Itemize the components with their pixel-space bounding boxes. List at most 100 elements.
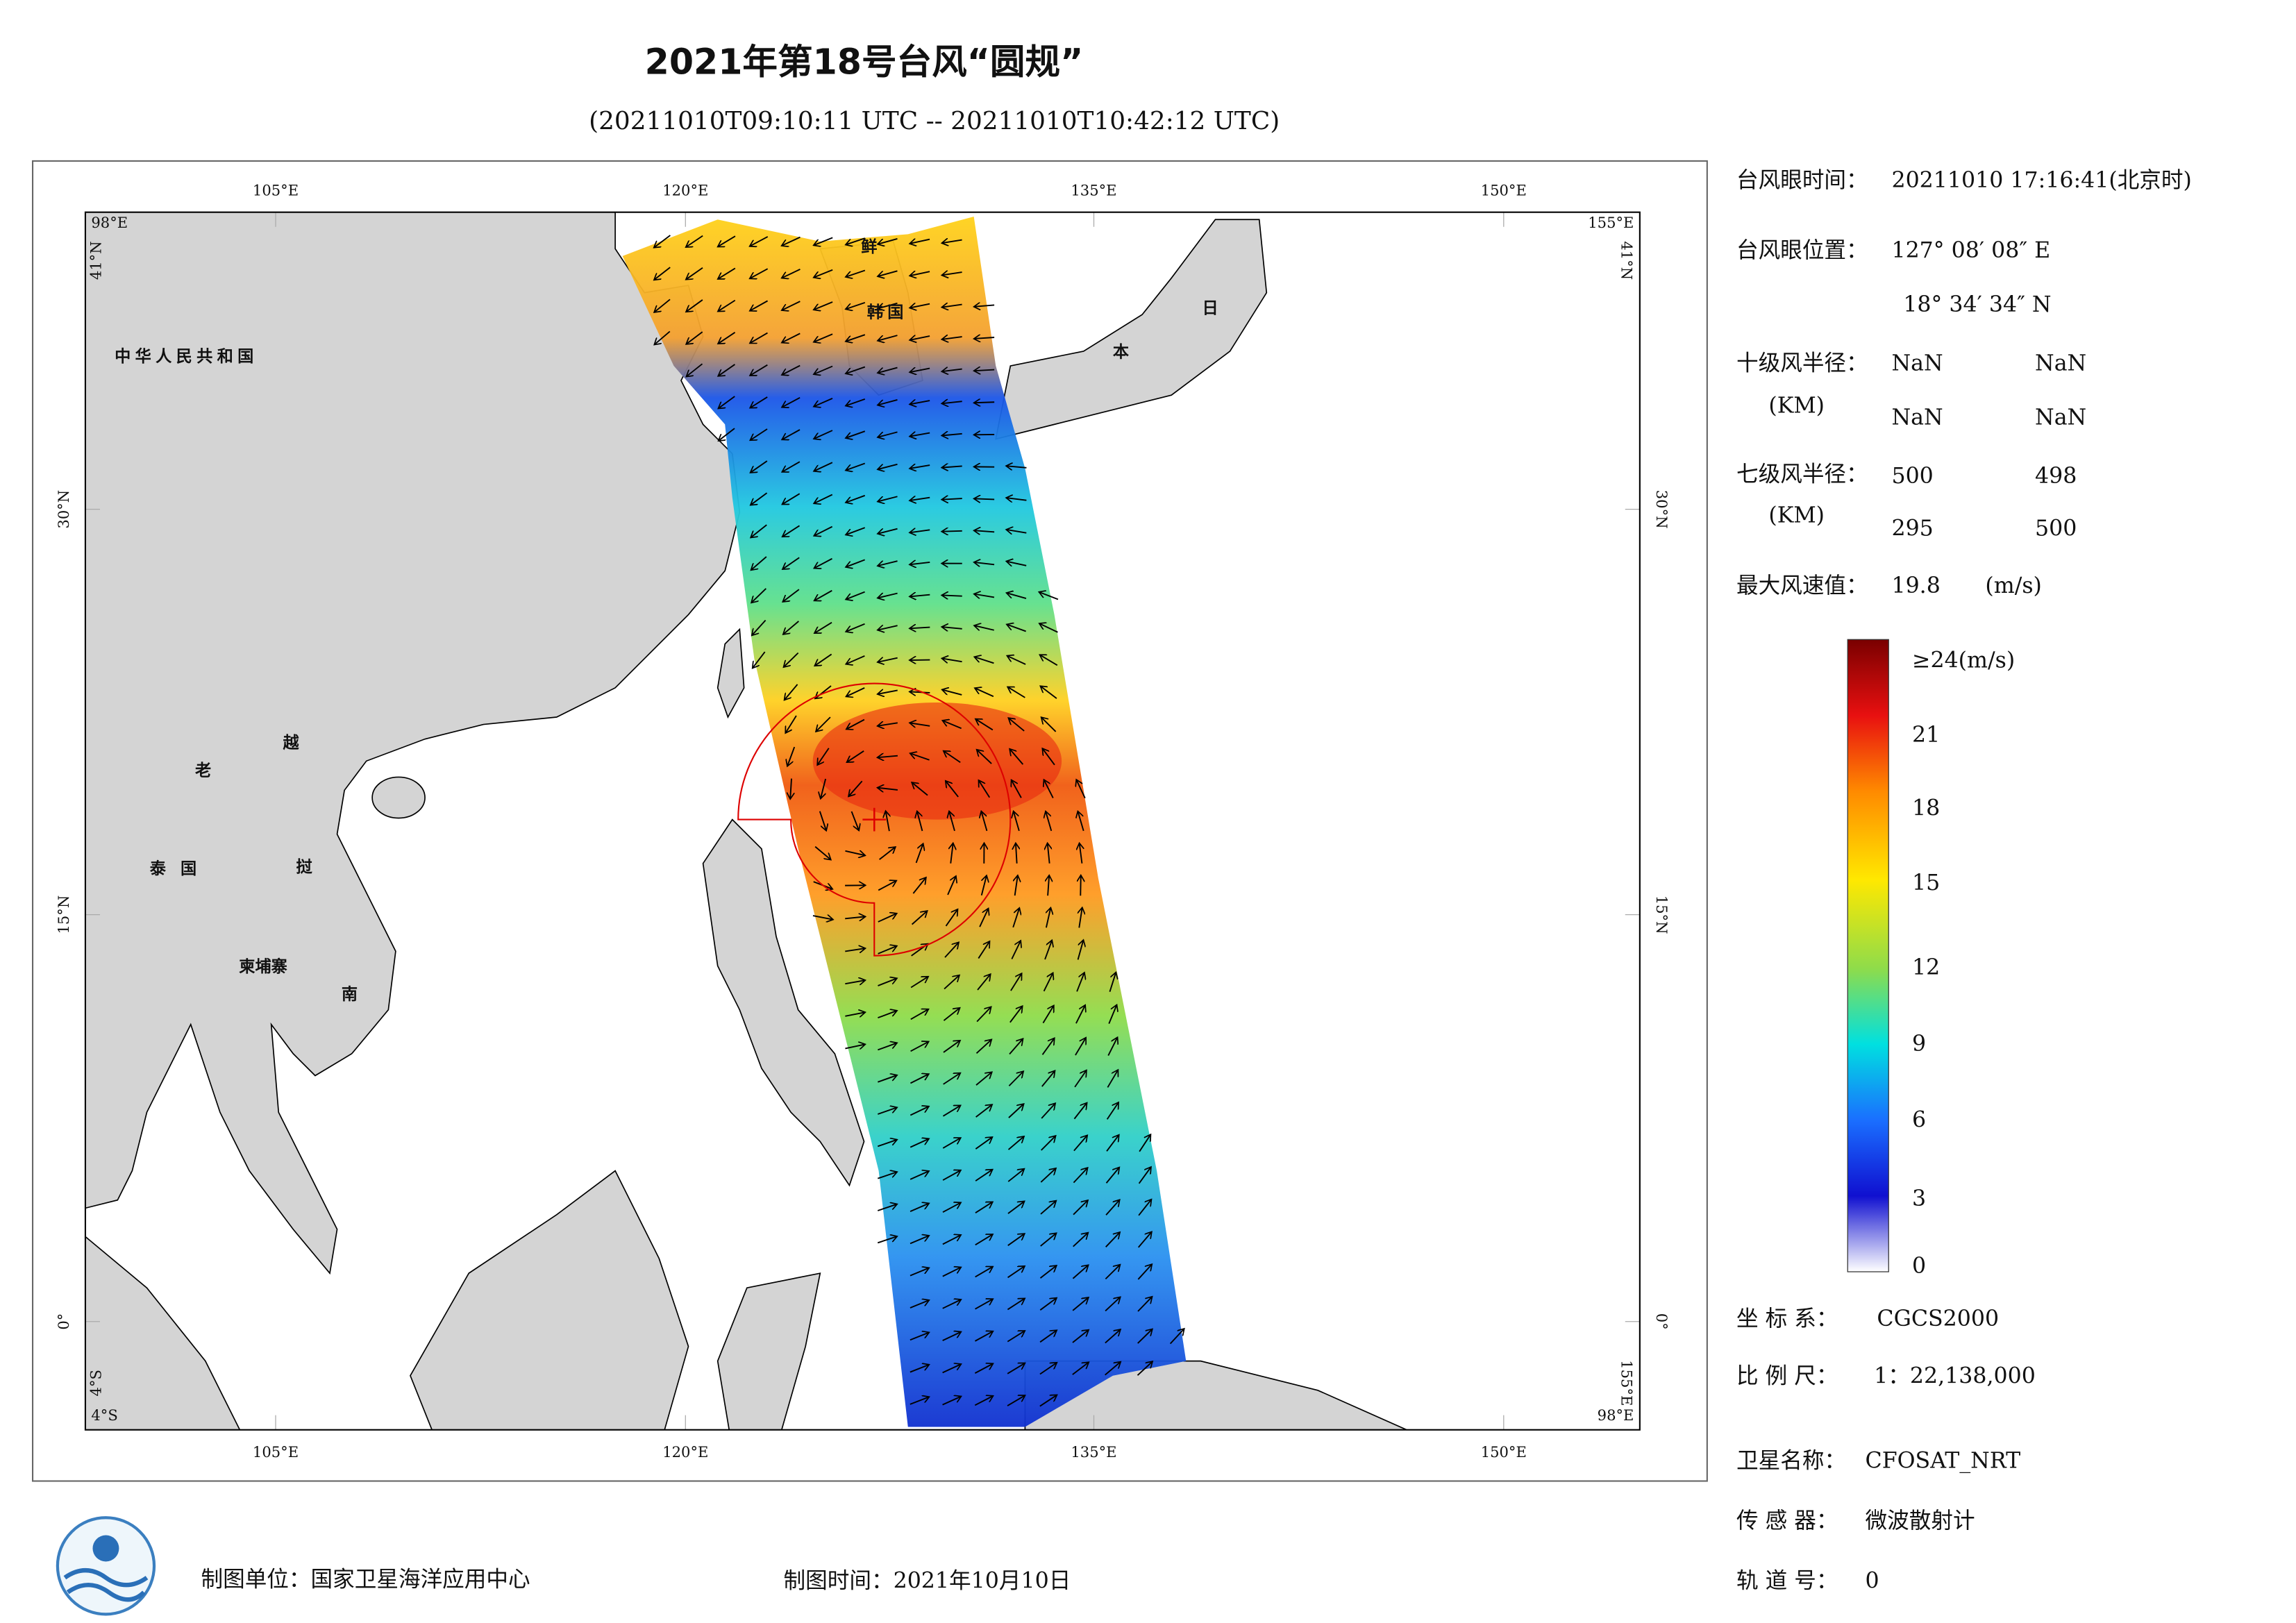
wind-arrow — [750, 396, 768, 408]
wind-arrow — [945, 909, 958, 927]
wind-arrow — [974, 1331, 993, 1342]
wind-swath — [622, 217, 1187, 1427]
producer: 制图单位：国家卫星海洋应用中心 — [201, 1567, 530, 1592]
island — [371, 776, 426, 819]
wind-arrow — [942, 1138, 961, 1149]
wind-arrow — [1073, 1200, 1088, 1216]
wind-arrow — [814, 397, 833, 407]
wind-arrow — [943, 1041, 960, 1053]
wind-arrow — [1137, 1231, 1152, 1248]
corner-label: 41°N — [87, 241, 104, 280]
place-label: 中华人民共和国 — [115, 347, 258, 366]
wind-arrow — [978, 780, 991, 798]
wind-arrow — [941, 272, 962, 275]
lon-label: 135°E — [1071, 1443, 1116, 1461]
wind-arrow — [1041, 1070, 1055, 1087]
wind-arrow — [878, 625, 898, 630]
wind-arrow — [1076, 973, 1084, 992]
wind-arrow — [974, 625, 994, 630]
wind-arrow — [750, 268, 769, 278]
wind-arrow — [912, 782, 928, 796]
wind-arrow — [878, 335, 898, 341]
wind-arrow — [1006, 498, 1027, 501]
info-label: 传 感 器： — [1736, 1508, 1838, 1533]
wind-arrow — [1040, 1168, 1056, 1183]
wind-arrow — [974, 530, 995, 532]
info-label: 卫星名称： — [1736, 1449, 1846, 1474]
wind-arrow — [974, 337, 995, 339]
wind-arrow — [910, 369, 930, 373]
wind-arrow — [878, 1075, 897, 1083]
logo-waves — [63, 1568, 149, 1602]
wind-arrow — [910, 1203, 929, 1212]
wind-arrow — [975, 1234, 993, 1246]
wind-arrow — [819, 811, 826, 831]
info-value: 498 — [2035, 464, 2077, 489]
wind-arrow — [846, 687, 865, 697]
wind-arrow — [1046, 907, 1050, 928]
wind-arrow — [944, 942, 959, 958]
wind-arrow — [878, 238, 898, 244]
wind-arrow — [1039, 655, 1058, 666]
wind-arrow — [1077, 940, 1084, 960]
wind-arrow — [782, 396, 801, 407]
wind-arrow — [878, 528, 898, 534]
wind-arrow — [814, 494, 833, 503]
wind-arrow — [1073, 1135, 1087, 1152]
wind-arrow — [782, 364, 801, 375]
lon-label: 135°E — [1071, 182, 1116, 199]
wind-arrow — [979, 908, 989, 927]
wind-arrow — [878, 367, 898, 373]
wind-arrow — [846, 334, 866, 342]
info-value: CFOSAT_NRT — [1866, 1449, 2021, 1474]
wind-arrow — [1108, 1004, 1116, 1024]
wind-arrow — [975, 1170, 993, 1181]
wind-arrow — [1016, 843, 1017, 864]
info-value: 0 — [1866, 1568, 1879, 1593]
wind-arrow — [910, 1236, 929, 1245]
wind-arrow — [846, 301, 866, 310]
lon-label: 105°E — [253, 1443, 299, 1461]
wind-arrow — [817, 748, 830, 765]
island — [85, 1236, 241, 1430]
wind-radius — [737, 682, 1012, 957]
wind-arrow — [941, 498, 962, 500]
wind-arrow — [910, 1138, 929, 1148]
wind-arrow — [1072, 1265, 1088, 1279]
wind-arrow — [910, 691, 930, 692]
wind-arrow — [878, 914, 897, 923]
wind-arrow — [750, 364, 768, 376]
place-label: 韩国 — [867, 303, 908, 322]
colorbar-labels: ≥24(m/s) 21 18 15 12 9 6 3 0 — [1912, 648, 2015, 1279]
wind-arrow — [1078, 812, 1084, 832]
wind-arrow — [942, 1235, 961, 1245]
info-value: 500 — [1891, 464, 1933, 489]
wind-arrow — [942, 689, 962, 696]
wind-arrow — [719, 428, 735, 441]
lon-label: 150°E — [1481, 182, 1527, 199]
colorbar-label: 6 — [1912, 1107, 1926, 1132]
wind-arrow — [910, 304, 930, 308]
wind-arrow — [942, 721, 962, 730]
info-unit: (m/s) — [1985, 573, 2042, 598]
wind-arrow — [878, 399, 898, 405]
wind-arrow — [1105, 1297, 1121, 1312]
corner-label: 98°E — [91, 214, 128, 231]
info-value: 微波散射计 — [1866, 1508, 1975, 1533]
place-label: 越 — [283, 733, 300, 752]
wind-arrow — [751, 588, 766, 603]
typhoon-eye — [862, 807, 887, 832]
info-value: 127° 08′ 08″ E — [1891, 238, 2050, 263]
wind-arrow — [974, 402, 995, 403]
wind-arrow — [846, 623, 865, 632]
wind-arrow — [910, 271, 930, 276]
lon-label: 150°E — [1481, 1443, 1527, 1461]
wind-arrow — [975, 1072, 992, 1086]
wind-arrow — [1043, 973, 1053, 992]
wind-arrow — [910, 465, 930, 469]
wind-arrow — [814, 525, 833, 536]
wind-arrow — [1137, 1361, 1153, 1376]
corner-label: 155°E — [1618, 1360, 1635, 1406]
wind-arrow — [654, 298, 671, 312]
wind-arrow — [910, 977, 928, 989]
